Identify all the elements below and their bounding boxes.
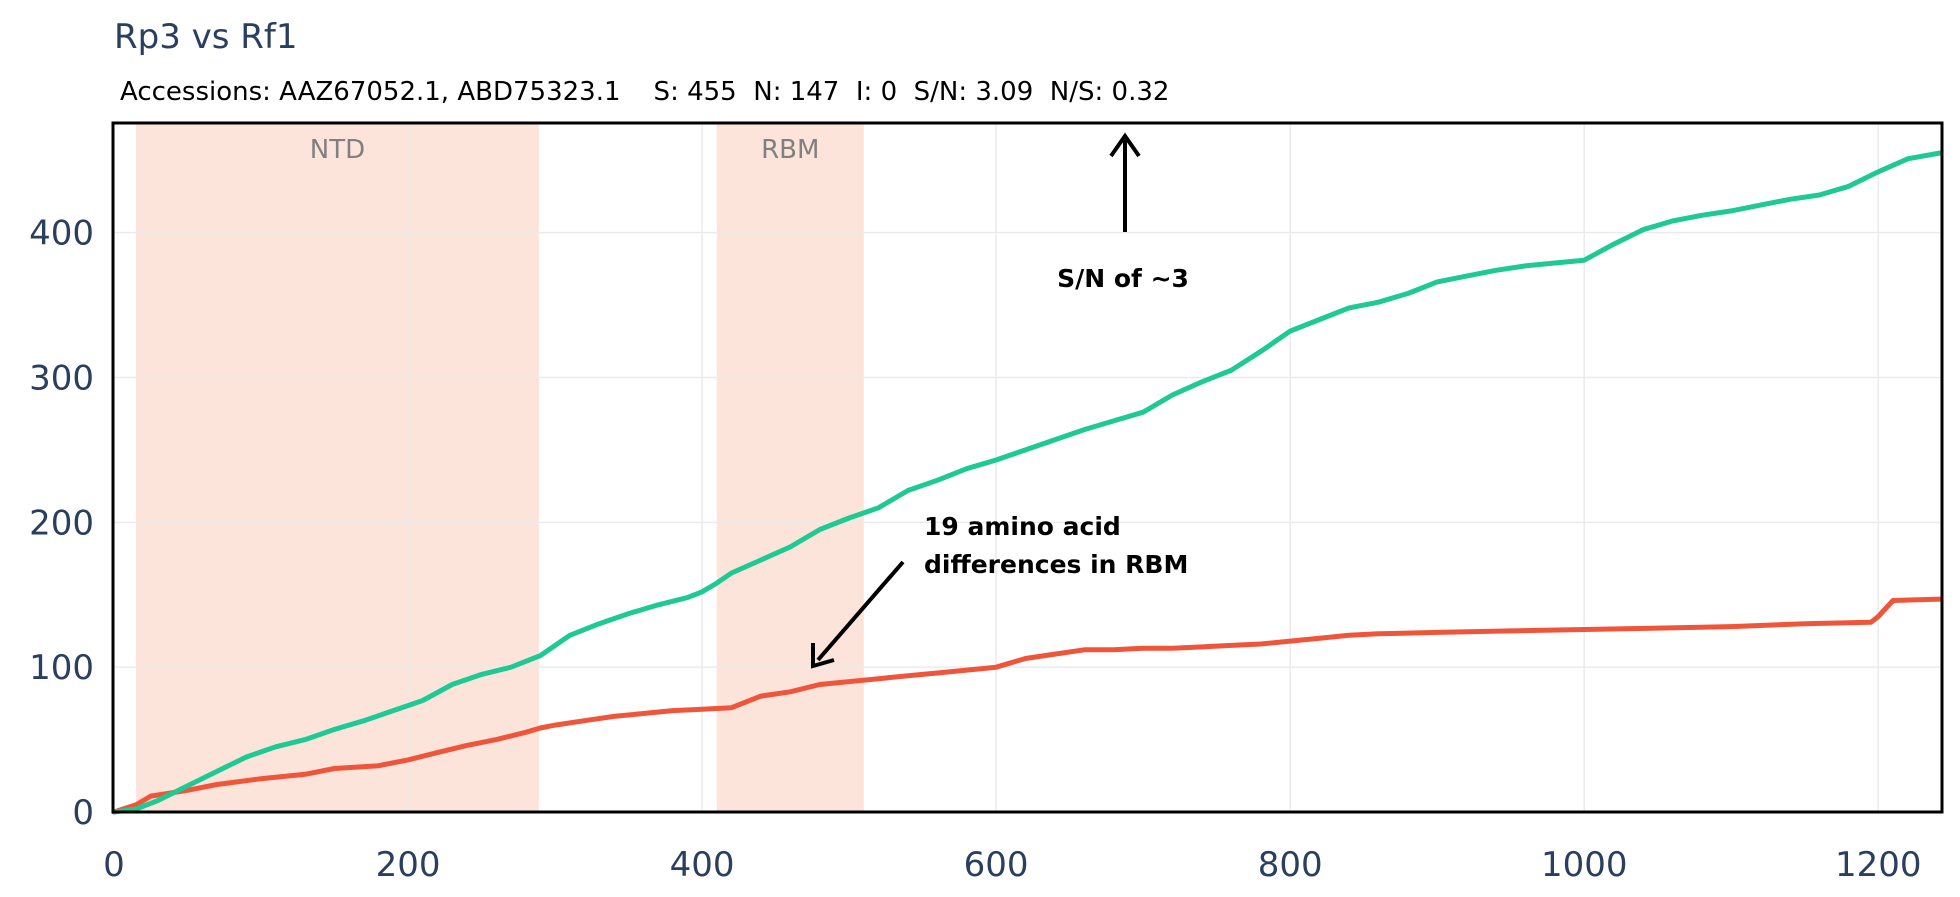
y-tick-label: 400 <box>29 214 94 254</box>
plot-frame <box>111 121 1944 814</box>
x-tick-label: 0 <box>103 845 125 885</box>
annotation-rbm-line-2: differences in RBM <box>924 550 1188 579</box>
y-axis-ticks: 0 100 200 300 400 <box>29 214 94 833</box>
x-tick-label: 200 <box>376 845 441 885</box>
x-tick-label: 600 <box>964 845 1029 885</box>
region-layer: NTD RBM <box>136 124 864 812</box>
chart-subtitle: Accessions: AAZ67052.1, ABD75323.1 S: 45… <box>120 77 1169 107</box>
annotation-rbm: 19 amino acid differences in RBM <box>811 512 1188 669</box>
region-label-ntd: NTD <box>310 135 365 165</box>
y-tick-label: 0 <box>72 793 94 833</box>
annotation-rbm-line-1: 19 amino acid <box>924 512 1121 541</box>
series-line-s <box>111 150 1943 815</box>
arrowhead-up-icon <box>1109 132 1141 158</box>
y-tick-label: 100 <box>29 648 94 688</box>
x-tick-label: 400 <box>670 845 735 885</box>
y-tick-label: 300 <box>29 358 94 398</box>
x-axis-ticks: 0 200 400 600 800 1000 1200 <box>103 845 1921 885</box>
series-line-n <box>111 596 1943 815</box>
annotation-sn-text: S/N of ~3 <box>1057 264 1189 293</box>
x-tick-label: 1200 <box>1835 845 1922 885</box>
y-tick-label: 200 <box>29 503 94 543</box>
x-tick-label: 1000 <box>1541 845 1628 885</box>
chart-title: Rp3 vs Rf1 <box>114 17 298 57</box>
region-rbm <box>716 124 864 812</box>
region-label-rbm: RBM <box>761 135 819 165</box>
x-tick-label: 800 <box>1258 845 1323 885</box>
arrowhead-diagonal-icon <box>811 643 835 669</box>
region-ntd <box>136 124 539 812</box>
annotation-sn: S/N of ~3 <box>1057 132 1189 293</box>
annotation-arrow-diagonal <box>816 560 905 662</box>
